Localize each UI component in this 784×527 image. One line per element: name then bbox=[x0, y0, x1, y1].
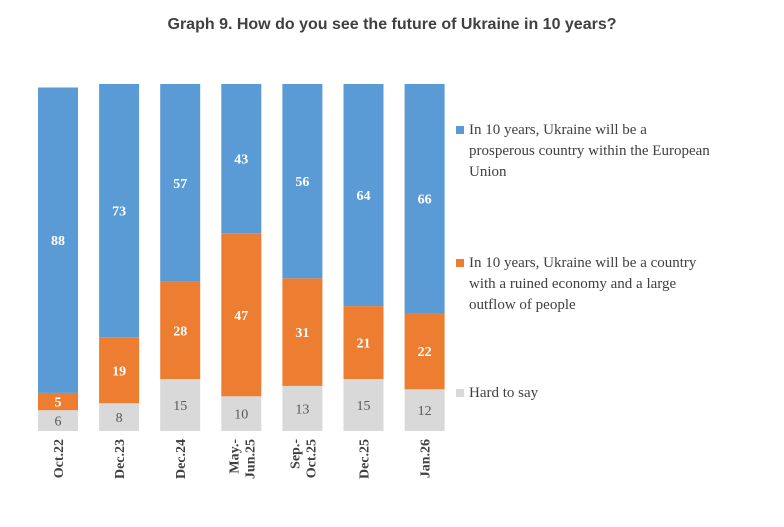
bar-segment-2-7 bbox=[404, 313, 445, 390]
data-label-3-6: 64 bbox=[357, 189, 371, 204]
bar-segment-3-6 bbox=[343, 84, 384, 307]
bar-segment-2-1 bbox=[38, 392, 78, 411]
data-label-1-3: 15 bbox=[173, 399, 187, 414]
bar-segment-2-3 bbox=[160, 281, 201, 379]
legend-label: In 10 years, Ukraine will be a country wi… bbox=[469, 255, 697, 313]
data-label-3-2: 73 bbox=[112, 205, 126, 220]
data-label-1-5: 13 bbox=[295, 402, 309, 417]
x-tick-label-6: Dec.25 bbox=[358, 439, 373, 479]
bar-segment-2-4 bbox=[221, 233, 262, 397]
data-label-3-3: 57 bbox=[173, 177, 187, 192]
bar-segment-3-2 bbox=[99, 84, 140, 338]
data-label-2-7: 22 bbox=[418, 345, 432, 360]
bar-segment-1-6 bbox=[343, 378, 384, 431]
x-tick-label-3: Dec.24 bbox=[174, 439, 189, 479]
bar-segment-3-5 bbox=[282, 84, 323, 279]
chart-title: Graph 9. How do you see the future of Uk… bbox=[167, 16, 617, 33]
x-tick-label-7: Jan.26 bbox=[419, 439, 434, 478]
data-label-1-1: 6 bbox=[55, 415, 62, 430]
x-tick-label-4: May.-Jun.25 bbox=[227, 439, 258, 479]
bar-segment-1-3 bbox=[160, 378, 201, 431]
x-tick-label-1: Oct.22 bbox=[52, 439, 67, 478]
legend-swatch bbox=[456, 389, 464, 397]
bar-segment-3-4 bbox=[221, 84, 262, 234]
data-label-2-4: 47 bbox=[234, 309, 248, 324]
bar-segment-2-2 bbox=[99, 337, 140, 404]
data-label-1-2: 8 bbox=[116, 411, 123, 426]
legend-swatch bbox=[456, 126, 464, 134]
bar-segment-2-6 bbox=[343, 306, 384, 379]
bar-segment-1-4 bbox=[221, 396, 262, 431]
data-label-2-1: 5 bbox=[55, 396, 62, 411]
legend-label: In 10 years, Ukraine will be a prosperous… bbox=[469, 122, 710, 180]
data-label-3-5: 56 bbox=[295, 175, 309, 190]
legend-label: Hard to say bbox=[469, 385, 539, 401]
legend-item-1: In 10 years, Ukraine will be a prosperous… bbox=[456, 120, 776, 183]
x-tick-label-2: Dec.23 bbox=[113, 439, 128, 479]
data-label-2-6: 21 bbox=[357, 337, 371, 352]
x-tick-label-5: Sep.-Oct.25 bbox=[288, 439, 319, 479]
data-label-3-4: 43 bbox=[234, 153, 248, 168]
data-label-2-3: 28 bbox=[173, 324, 187, 339]
x-axis: Oct.22 Dec.23 Dec.24 May.-Jun.25 Sep.-Oct.25… bbox=[52, 439, 434, 479]
bar-segment-3-3 bbox=[160, 84, 201, 282]
bar-segment-1-2 bbox=[99, 403, 140, 431]
data-label-1-7: 12 bbox=[418, 404, 432, 419]
bar-segment-1-7 bbox=[404, 389, 445, 431]
data-label-2-5: 31 bbox=[295, 326, 309, 341]
data-label-1-4: 10 bbox=[234, 408, 248, 423]
data-label-3-1: 88 bbox=[51, 234, 65, 249]
legend-item-3: Hard to say bbox=[456, 383, 776, 404]
legend-item-2: In 10 years, Ukraine will be a country wi… bbox=[456, 253, 776, 316]
bar-segment-3-1 bbox=[38, 87, 78, 393]
data-label-2-2: 19 bbox=[112, 364, 126, 379]
bars-layer bbox=[38, 84, 445, 431]
data-label-1-6: 15 bbox=[357, 399, 371, 414]
legend-swatch bbox=[456, 259, 464, 267]
bar-segment-1-5 bbox=[282, 385, 323, 431]
data-label-3-7: 66 bbox=[418, 193, 432, 208]
bar-segment-2-5 bbox=[282, 278, 323, 386]
bar-segment-3-7 bbox=[404, 84, 445, 313]
bar-segment-1-1 bbox=[38, 410, 78, 431]
